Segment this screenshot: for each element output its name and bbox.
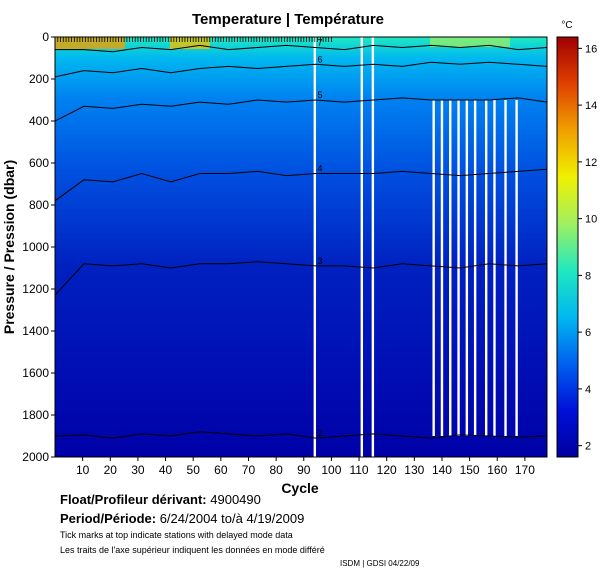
gap-column-156: [484, 100, 488, 436]
colorbar-unit: °C: [561, 20, 572, 31]
colorbar-tick-label-2: 2: [585, 441, 591, 453]
period-end: 4/19/2009: [246, 511, 305, 526]
x-tick-label-110: 110: [349, 463, 368, 477]
colorbar-tick-label-16: 16: [585, 43, 597, 55]
isotherm-5: [55, 97, 547, 122]
isotherm-4: [55, 168, 547, 202]
isotherm-label-3: 3: [317, 256, 322, 266]
gap-column-167: [515, 100, 518, 436]
y-tick-label-0: 0: [42, 30, 49, 44]
credit: ISDM | GDSI 04/22/09: [340, 559, 420, 568]
x-tick-label-130: 130: [404, 463, 424, 477]
period-start: 6/24/2004: [159, 511, 218, 526]
period-line: Period/Période: 6/24/2004 to/à 4/19/2009: [60, 511, 304, 526]
gap-column-163: [504, 100, 507, 436]
x-tick-label-120: 120: [377, 463, 397, 477]
colorbar-tick-label-14: 14: [585, 100, 597, 112]
y-tick-label-800: 800: [29, 198, 49, 212]
y-tick-label-200: 200: [29, 72, 49, 86]
x-tick-label-70: 70: [242, 463, 256, 477]
colorbar-tick-label-8: 8: [585, 270, 591, 282]
y-tick-label-1000: 1000: [22, 240, 49, 254]
y-axis: 0 200 400 600 800 1000 1200 1400 1600 1800 2000: [22, 30, 55, 464]
y-axis-label: Pressure / Pression (dbar): [1, 160, 17, 334]
isotherm-lines: 2 3 4 5 6 7: [55, 38, 547, 439]
x-tick-label-140: 140: [432, 463, 452, 477]
x-tick-label-150: 150: [460, 463, 480, 477]
x-tick-label-90: 90: [297, 463, 311, 477]
temperature-field: [55, 37, 547, 457]
float-id: 4900490: [210, 492, 261, 507]
x-tick-label-20: 20: [104, 463, 118, 477]
gap-column-149: [465, 100, 469, 436]
y-tick-label-2000: 2000: [22, 450, 49, 464]
colorbar-tick-label-12: 12: [585, 157, 597, 169]
colorbar: 2 4 6 8 10 12 14 16: [556, 36, 597, 458]
gap-column-143: [449, 100, 452, 436]
note-french: Les traits de l'axe supérieur indiquent …: [60, 545, 325, 555]
y-tick-label-1200: 1200: [22, 282, 49, 296]
colorbar-tick-label-6: 6: [585, 327, 591, 339]
float-id-line: Float/Profileur dérivant: 4900490: [60, 492, 261, 507]
isotherm-label-5: 5: [317, 90, 322, 100]
gap-column-94: [313, 37, 317, 457]
colorbar-tick-label-4: 4: [585, 384, 591, 396]
isotherm-3: [55, 261, 547, 296]
gap-column-137: [432, 100, 435, 436]
isotherm-2: [55, 431, 547, 439]
isotherm-label-7: 7: [317, 38, 322, 48]
y-tick-label-400: 400: [29, 114, 49, 128]
gap-column-159: [493, 100, 496, 436]
isotherm-6: [55, 61, 547, 78]
x-axis: 10 20 30 40 50 60 70 80 90 100 110 120 130 140 150 160 1…: [76, 457, 535, 477]
x-tick-label-100: 100: [321, 463, 341, 477]
colorbar-scale: [556, 36, 579, 458]
colorbar-tick-label-10: 10: [585, 214, 597, 226]
gap-column-140: [440, 100, 444, 436]
x-tick-label-160: 160: [487, 463, 507, 477]
gap-column-111: [360, 37, 364, 457]
x-tick-label-50: 50: [187, 463, 201, 477]
delayed-mode-ticks: [57, 37, 332, 42]
x-tick-label-170: 170: [515, 463, 535, 477]
plot-area: 2 3 4 5 6 7: [54, 36, 548, 458]
isotherm-label-4: 4: [317, 164, 322, 174]
y-tick-label-1800: 1800: [22, 408, 49, 422]
isotherm-label-6: 6: [317, 54, 322, 64]
x-tick-label-30: 30: [131, 463, 145, 477]
gap-column-115: [371, 37, 375, 457]
isotherm-label-2: 2: [317, 428, 322, 438]
x-axis-label: Cycle: [281, 480, 319, 496]
note-english: Tick marks at top indicate stations with…: [60, 530, 293, 540]
isotherm-7: [55, 44, 547, 53]
x-tick-label-80: 80: [269, 463, 283, 477]
gap-column-152: [473, 100, 477, 436]
x-tick-label-60: 60: [214, 463, 228, 477]
y-tick-label-600: 600: [29, 156, 49, 170]
chart-title: Temperature | Température: [192, 11, 384, 28]
period-to: to/à: [221, 511, 243, 526]
y-tick-label-1600: 1600: [22, 366, 49, 380]
period-label: Period/Période:: [60, 511, 157, 526]
y-tick-label-1400: 1400: [22, 324, 49, 338]
float-label: Float/Profileur dérivant:: [60, 492, 207, 507]
x-tick-label-40: 40: [159, 463, 173, 477]
x-tick-label-10: 10: [76, 463, 90, 477]
